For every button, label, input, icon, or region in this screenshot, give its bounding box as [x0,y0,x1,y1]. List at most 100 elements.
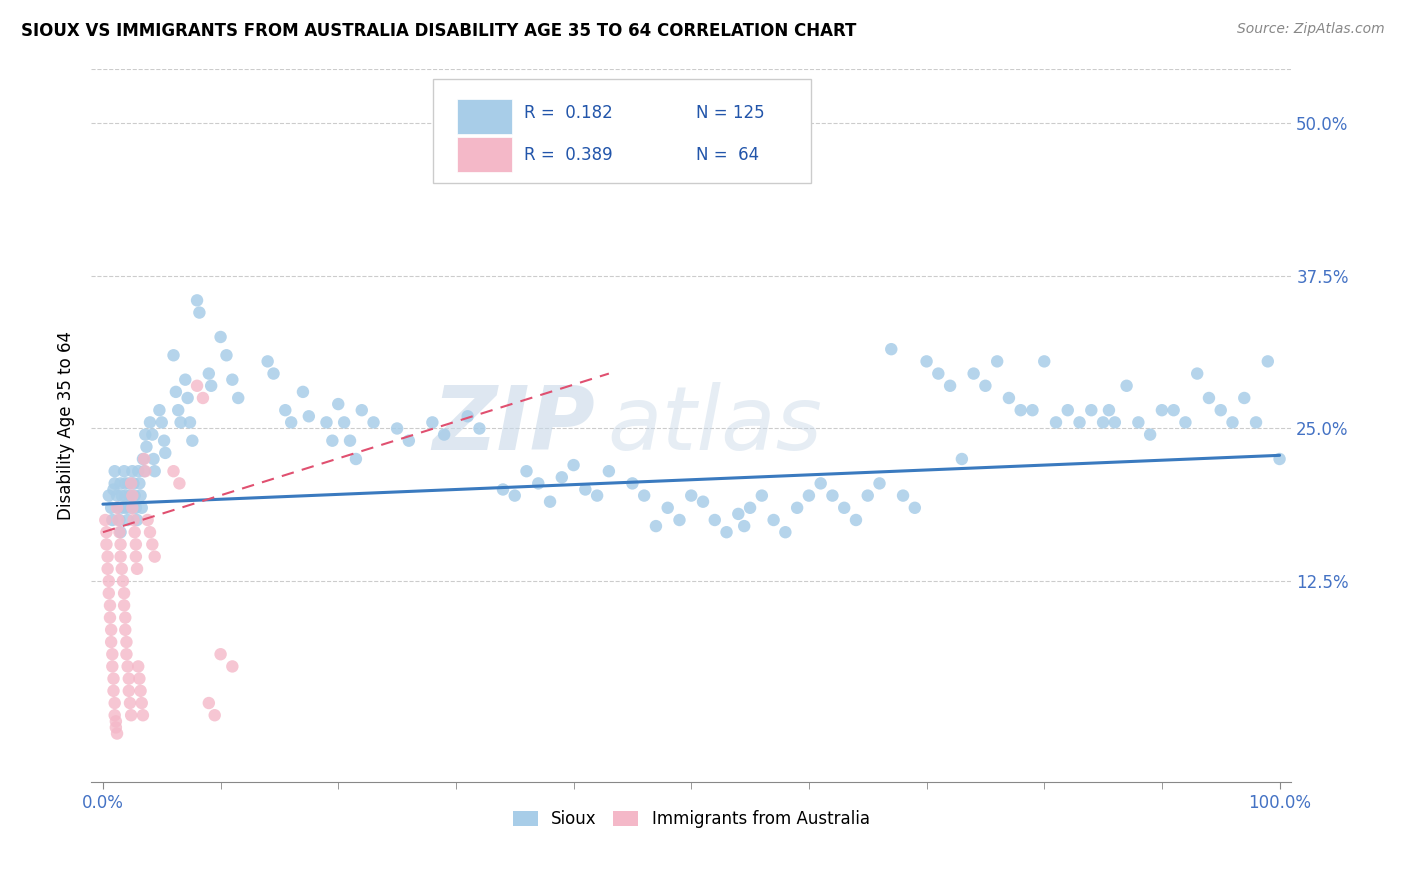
Point [118,683,141,698]
Point [105,489,128,503]
Point [127,659,149,673]
Point [927,367,949,381]
Point [142,452,165,467]
Point [139,416,162,430]
Point [111,500,134,515]
Point [108,525,131,540]
Point [904,500,927,515]
Point [103,483,125,497]
Point [128,672,150,686]
Point [129,489,152,503]
Point [797,489,820,503]
Point [385,421,408,435]
Point [136,513,159,527]
Point [333,416,356,430]
Point [738,500,761,515]
Point [586,489,609,503]
Point [215,348,238,362]
Point [1150,403,1173,417]
Text: Source: ZipAtlas.com: Source: ZipAtlas.com [1237,22,1385,37]
Point [226,391,249,405]
Point [1115,378,1137,392]
Point [162,348,184,362]
Point [125,513,148,527]
Point [775,525,797,540]
Point [121,464,143,478]
Point [845,513,868,527]
Point [118,696,141,710]
Point [832,500,855,515]
Point [111,562,134,576]
FancyBboxPatch shape [457,137,512,172]
Point [1163,403,1185,417]
Point [114,623,136,637]
Point [132,708,155,723]
Point [716,525,738,540]
Text: N = 125: N = 125 [696,104,765,122]
Point [821,489,844,503]
Point [155,446,177,460]
Point [645,519,668,533]
Point [112,464,135,478]
Point [204,708,226,723]
Point [104,696,127,710]
Point [209,330,232,344]
Point [1010,403,1032,417]
Point [105,726,128,740]
Point [148,403,170,417]
Point [274,403,297,417]
Point [115,500,138,515]
Point [457,409,479,424]
Point [1092,416,1115,430]
Point [1233,391,1256,405]
Point [174,373,197,387]
Point [150,416,173,430]
Point [291,384,314,399]
Point [97,562,120,576]
Point [128,476,150,491]
Point [135,440,157,454]
Point [97,574,120,588]
Point [143,549,166,564]
Point [181,434,204,448]
Point [165,384,187,399]
Point [125,549,148,564]
Point [191,391,214,405]
Point [94,513,117,527]
Point [1257,354,1279,368]
Point [915,354,938,368]
Point [107,513,129,527]
Point [103,672,125,686]
Point [751,489,773,503]
Point [110,537,132,551]
Point [129,683,152,698]
Point [692,494,714,508]
Point [96,525,118,540]
Point [657,500,679,515]
Point [492,483,515,497]
Point [209,647,232,661]
Point [574,483,596,497]
Point [104,714,127,729]
Point [562,458,585,472]
Point [131,696,153,710]
Point [132,452,155,467]
Point [1139,427,1161,442]
Point [117,659,139,673]
Point [114,610,136,624]
Point [339,434,361,448]
Point [122,476,145,491]
Point [104,476,127,491]
Point [115,635,138,649]
Point [98,599,121,613]
Point [891,489,914,503]
Point [1222,416,1244,430]
Point [114,476,136,491]
Point [97,586,120,600]
FancyBboxPatch shape [433,79,811,183]
Point [118,489,141,503]
Point [1104,416,1126,430]
Point [122,513,145,527]
Point [101,647,124,661]
Point [97,549,120,564]
